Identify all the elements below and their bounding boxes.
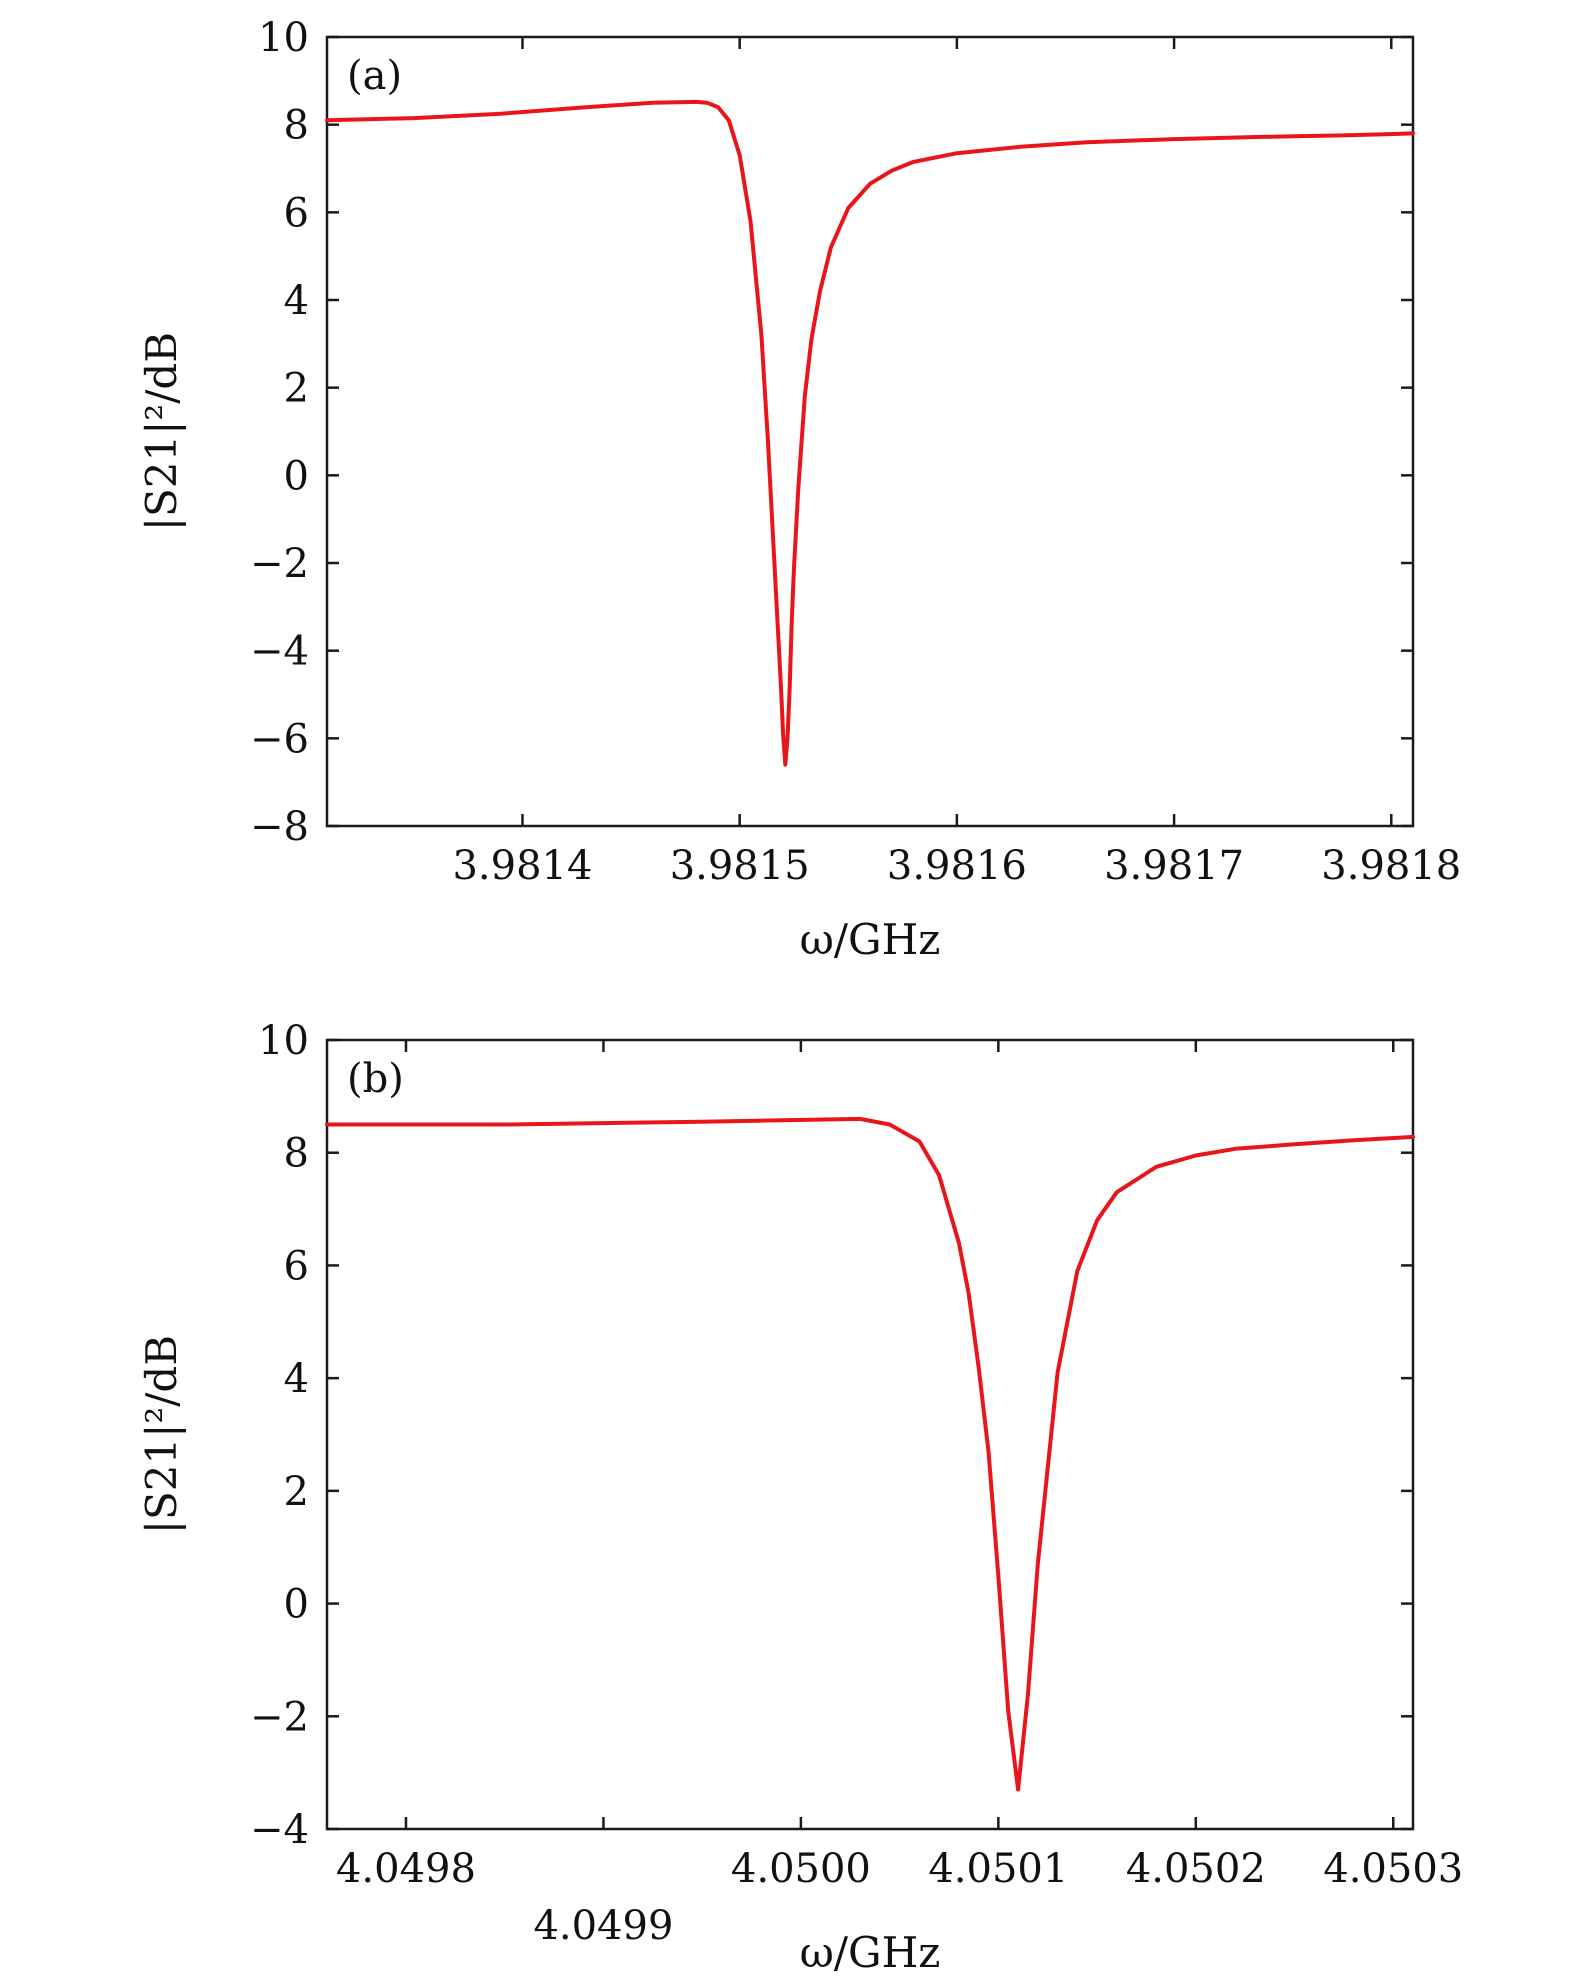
panel-label: (a) — [347, 53, 402, 99]
series-line — [325, 1116, 1415, 1792]
x-tick-label: 4.0500 — [731, 1846, 871, 1892]
y-tick-label: −6 — [250, 716, 309, 762]
y-tick-label: 4 — [284, 1356, 309, 1402]
x-tick-label: 4.0503 — [1323, 1846, 1463, 1892]
x-tick-label: 3.9817 — [1104, 843, 1244, 889]
y-tick-label: −2 — [250, 541, 309, 587]
x-axis-label: ω/GHz — [800, 915, 941, 964]
y-tick-label: −2 — [250, 1694, 309, 1740]
y-tick-label: 8 — [284, 1131, 309, 1177]
y-tick-label: 10 — [258, 15, 309, 61]
panel-label: (b) — [347, 1056, 404, 1102]
plot-frame — [325, 1038, 1415, 1831]
y-tick-label: 6 — [284, 190, 309, 236]
y-tick-label: −8 — [250, 804, 309, 850]
y-tick-label: 2 — [284, 1469, 309, 1515]
plot-frame — [325, 35, 1415, 828]
x-tick-label: 4.0498 — [336, 1846, 476, 1892]
y-tick-label: −4 — [250, 1807, 309, 1853]
x-axis-label: ω/GHz — [800, 1928, 941, 1977]
y-tick-label: 2 — [284, 366, 309, 412]
x-tick-label: 4.0502 — [1126, 1846, 1266, 1892]
y-axis-label: |S21|²/dB — [137, 1335, 186, 1534]
x-tick-label: 3.9814 — [452, 843, 592, 889]
panel-b: −4 −2 0 2 4 6 8 10 4.0498 4.0499 4.0500 4.0501 4.050… — [137, 1018, 1463, 1977]
y-tick-label: −4 — [250, 629, 309, 675]
y-tick-label: 10 — [258, 1018, 309, 1064]
x-tick-label: 3.9818 — [1321, 843, 1461, 889]
y-tick-label: 8 — [284, 103, 309, 149]
x-tick-label: 3.9816 — [887, 843, 1027, 889]
x-tick-label: 4.0501 — [928, 1846, 1068, 1892]
x-tick-label: 3.9815 — [670, 843, 810, 889]
x-tick-label: 4.0499 — [533, 1903, 673, 1949]
y-tick-label: 0 — [284, 1582, 309, 1628]
y-tick-label: 6 — [284, 1243, 309, 1289]
y-tick-label: 4 — [284, 278, 309, 324]
series-line — [325, 99, 1415, 767]
y-tick-label: 0 — [284, 453, 309, 499]
y-axis-label: |S21|²/dB — [137, 332, 186, 531]
panel-a: −8 −6 −4 −2 0 2 4 6 8 10 3.9814 3.9815 3.9816 3.9817 3… — [137, 15, 1461, 964]
